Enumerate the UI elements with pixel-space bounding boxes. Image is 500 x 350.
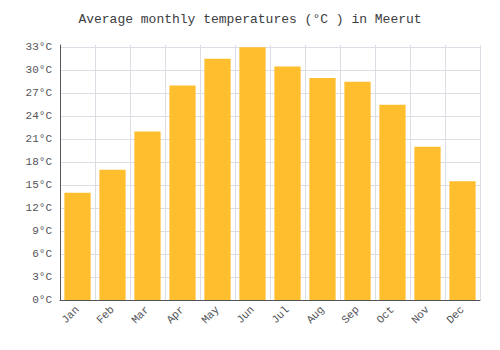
svg-text:May: May	[199, 303, 222, 326]
svg-text:0°C: 0°C	[32, 294, 52, 306]
svg-text:Dec: Dec	[444, 304, 466, 326]
svg-text:27°C: 27°C	[26, 87, 53, 99]
svg-text:9°C: 9°C	[32, 225, 52, 237]
svg-text:Sep: Sep	[339, 304, 361, 326]
svg-text:21°C: 21°C	[26, 133, 53, 145]
svg-text:Oct: Oct	[374, 304, 396, 326]
svg-text:Jul: Jul	[269, 304, 291, 326]
svg-text:6°C: 6°C	[32, 248, 52, 260]
svg-text:24°C: 24°C	[26, 110, 53, 122]
svg-text:Apr: Apr	[164, 304, 186, 326]
svg-text:12°C: 12°C	[26, 202, 53, 214]
svg-text:Mar: Mar	[129, 304, 151, 326]
svg-text:33°C: 33°C	[26, 41, 53, 53]
svg-text:3°C: 3°C	[32, 271, 52, 283]
svg-text:Aug: Aug	[304, 304, 326, 326]
svg-text:30°C: 30°C	[26, 64, 53, 76]
svg-text:Feb: Feb	[94, 304, 116, 326]
svg-text:Nov: Nov	[409, 303, 432, 326]
svg-text:15°C: 15°C	[26, 179, 53, 191]
svg-text:Average monthly temperatures (: Average monthly temperatures (°C ) in Me…	[78, 12, 421, 27]
svg-text:18°C: 18°C	[26, 156, 53, 168]
svg-text:Jan: Jan	[59, 304, 81, 326]
svg-text:Jun: Jun	[234, 304, 256, 326]
